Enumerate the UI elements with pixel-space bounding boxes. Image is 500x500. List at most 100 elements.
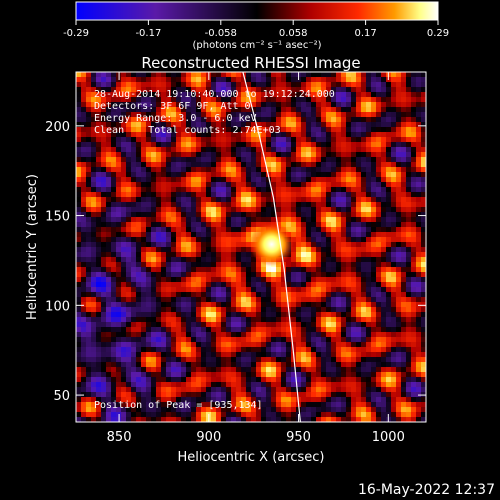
heatmap-cell <box>206 177 212 183</box>
heatmap-cell <box>251 227 257 233</box>
heatmap-cell <box>421 287 426 293</box>
heatmap-cell <box>141 332 147 338</box>
heatmap-cell <box>341 132 347 138</box>
heatmap-cell <box>196 257 202 263</box>
heatmap-cell <box>411 272 417 278</box>
heatmap-cell <box>191 347 197 353</box>
heatmap-cell <box>301 312 307 318</box>
heatmap-cell <box>401 247 407 253</box>
heatmap-cell <box>96 312 102 318</box>
heatmap-cell <box>101 232 107 238</box>
heatmap-cell <box>206 402 212 408</box>
heatmap-cell <box>346 132 352 138</box>
heatmap-cell <box>121 197 127 203</box>
heatmap-cell <box>406 382 412 388</box>
heatmap-cell <box>286 257 292 263</box>
heatmap-cell <box>86 392 92 398</box>
heatmap-cell <box>271 322 277 328</box>
heatmap-cell <box>321 372 327 378</box>
heatmap-cell <box>146 122 152 128</box>
heatmap-cell <box>151 112 157 118</box>
heatmap-cell <box>331 132 337 138</box>
heatmap-cell <box>131 132 137 138</box>
heatmap-cell <box>206 97 212 103</box>
heatmap-cell <box>326 232 332 238</box>
heatmap-cell <box>246 312 252 318</box>
heatmap-cell <box>246 87 252 93</box>
heatmap-cell <box>146 212 152 218</box>
heatmap-cell <box>326 117 332 123</box>
heatmap-cell <box>211 257 217 263</box>
heatmap-cell <box>101 277 107 283</box>
heatmap-cell <box>421 127 426 133</box>
heatmap-cell <box>321 382 327 388</box>
heatmap-cell <box>276 367 282 373</box>
heatmap-cell <box>321 357 327 363</box>
heatmap-cell <box>171 342 177 348</box>
heatmap-cell <box>141 192 147 198</box>
heatmap-cell <box>341 202 347 208</box>
heatmap-cell <box>361 187 367 193</box>
heatmap-cell <box>126 407 132 413</box>
heatmap-cell <box>281 132 287 138</box>
heatmap-cell <box>226 97 232 103</box>
heatmap-cell <box>101 72 107 78</box>
heatmap-cell <box>256 102 262 108</box>
heatmap-cell <box>206 82 212 88</box>
heatmap-cell <box>341 252 347 258</box>
heatmap-cell <box>416 192 422 198</box>
heatmap-cell <box>81 152 87 158</box>
heatmap-cell <box>246 297 252 303</box>
heatmap-cell <box>406 187 412 193</box>
heatmap-cell <box>401 197 407 203</box>
heatmap-cell <box>96 227 102 233</box>
heatmap-cell <box>366 357 372 363</box>
heatmap-cell <box>326 372 332 378</box>
heatmap-cell <box>261 97 267 103</box>
heatmap-cell <box>246 367 252 373</box>
heatmap-cell <box>156 327 162 333</box>
heatmap-cell <box>111 297 117 303</box>
heatmap-cell <box>156 412 162 418</box>
heatmap-cell <box>101 322 107 328</box>
heatmap-cell <box>286 342 292 348</box>
heatmap-cell <box>366 302 372 308</box>
y-tick-label: 100 <box>45 299 70 314</box>
heatmap-cell <box>391 317 397 323</box>
heatmap-cell <box>131 127 137 133</box>
heatmap-cell <box>181 367 187 373</box>
heatmap-cell <box>126 342 132 348</box>
heatmap-cell <box>296 277 302 283</box>
heatmap-cell <box>261 202 267 208</box>
heatmap-cell <box>86 267 92 273</box>
heatmap-cell <box>76 397 82 403</box>
heatmap-cell <box>266 312 272 318</box>
heatmap-cell <box>96 322 102 328</box>
heatmap-cell <box>151 227 157 233</box>
heatmap-cell <box>341 327 347 333</box>
heatmap-cell <box>236 172 242 178</box>
heatmap-cell <box>351 287 357 293</box>
heatmap-cell <box>261 137 267 143</box>
heatmap-cell <box>221 327 227 333</box>
heatmap-cell <box>206 232 212 238</box>
heatmap-cell <box>256 362 262 368</box>
heatmap-cell <box>416 227 422 233</box>
heatmap-cell <box>176 97 182 103</box>
heatmap-cell <box>186 142 192 148</box>
heatmap-cell <box>296 302 302 308</box>
heatmap-cell <box>246 72 252 78</box>
heatmap-cell <box>366 387 372 393</box>
heatmap-cell <box>196 352 202 358</box>
heatmap-cell <box>121 377 127 383</box>
heatmap-cell <box>136 122 142 128</box>
heatmap-cell <box>361 367 367 373</box>
heatmap-cell <box>386 272 392 278</box>
heatmap-cell <box>356 402 362 408</box>
heatmap-cell <box>181 162 187 168</box>
heatmap-cell <box>191 327 197 333</box>
heatmap-cell <box>116 182 122 188</box>
heatmap-cell <box>356 267 362 273</box>
heatmap-cell <box>156 122 162 128</box>
heatmap-cell <box>276 347 282 353</box>
